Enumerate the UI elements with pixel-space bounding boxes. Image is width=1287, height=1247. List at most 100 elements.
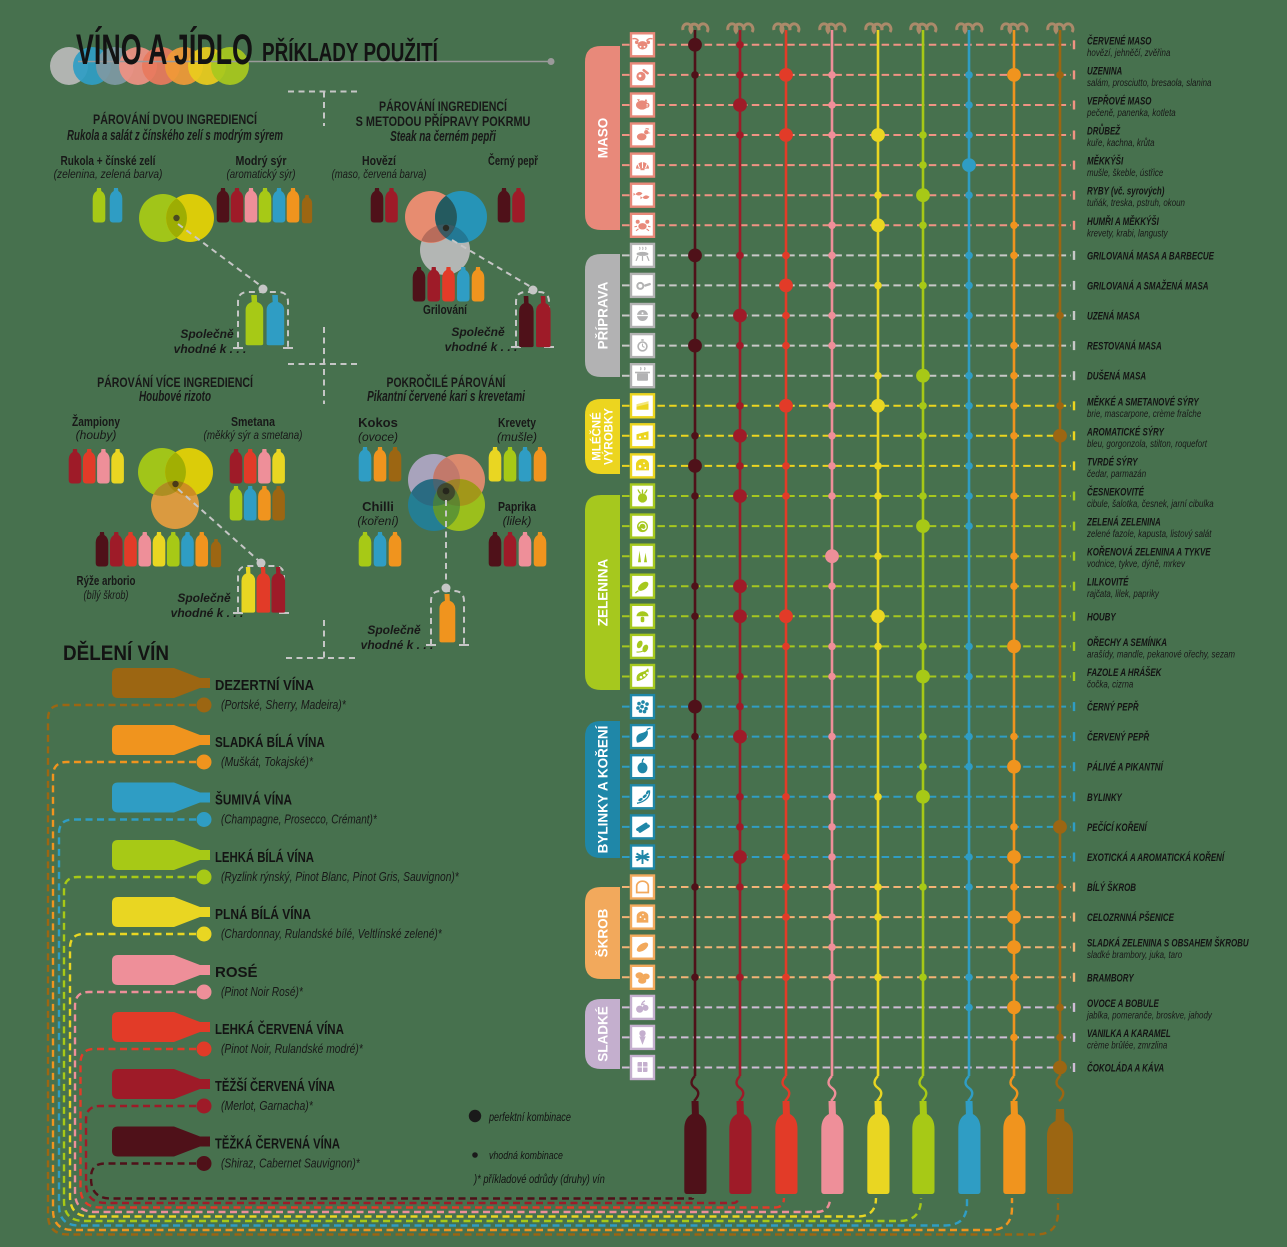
svg-text:Žampiony: Žampiony xyxy=(72,415,120,429)
svg-text:MASO: MASO xyxy=(596,118,611,159)
svg-text:PEČÍCÍ KOŘENÍ: PEČÍCÍ KOŘENÍ xyxy=(1087,821,1148,833)
svg-text:(Merlot, Garnacha)*: (Merlot, Garnacha)* xyxy=(221,1100,313,1113)
svg-text:POKROČILÉ PÁROVÁNÍ: POKROČILÉ PÁROVÁNÍ xyxy=(387,373,506,390)
svg-text:ZELENÁ ZELENINA: ZELENÁ ZELENINA xyxy=(1086,517,1161,528)
svg-text:ČERVENÉ MASO: ČERVENÉ MASO xyxy=(1087,34,1152,46)
svg-text:TVRDÉ SÝRY: TVRDÉ SÝRY xyxy=(1087,456,1138,467)
svg-text:ČERVENÝ PEPŘ: ČERVENÝ PEPŘ xyxy=(1087,730,1149,742)
svg-text:BYLINKY: BYLINKY xyxy=(1087,792,1123,803)
svg-text:KOŘENOVÁ ZELENINA A TYKVE: KOŘENOVÁ ZELENINA A TYKVE xyxy=(1087,545,1211,557)
svg-text:vhodné k . . .: vhodné k . . . xyxy=(361,638,434,652)
svg-text:SLADKÉ: SLADKÉ xyxy=(596,1006,611,1062)
svg-text:arašídy, mandle, pekanové ořec: arašídy, mandle, pekanové ořechy, sezam xyxy=(1087,648,1235,659)
svg-text:Společně: Společně xyxy=(451,325,505,339)
svg-text:ZELENINA: ZELENINA xyxy=(596,558,611,626)
svg-text:MĚKKÉ A SMETANOVÉ SÝRY: MĚKKÉ A SMETANOVÉ SÝRY xyxy=(1087,395,1199,407)
svg-text:Hovězí: Hovězí xyxy=(362,153,397,168)
svg-text:LEHKÁ ČERVENÁ VÍNA: LEHKÁ ČERVENÁ VÍNA xyxy=(215,1021,344,1038)
svg-text:Rýže arborio: Rýže arborio xyxy=(77,575,136,589)
svg-text:zelené fazole, kapusta, listov: zelené fazole, kapusta, listový salát xyxy=(1086,528,1212,539)
svg-text:(Ryzlink rýnský, Pinot Blanc,: (Ryzlink rýnský, Pinot Blanc, Pinot Gris… xyxy=(221,871,459,884)
svg-text:BÍLÝ ŠKROB: BÍLÝ ŠKROB xyxy=(1087,881,1136,893)
svg-text:BYLINKY A KOŘENÍ: BYLINKY A KOŘENÍ xyxy=(596,724,611,853)
svg-text:Smetana: Smetana xyxy=(231,414,275,429)
svg-text:jablka, pomeranče, broskve, ja: jablka, pomeranče, broskve, jahody xyxy=(1085,1009,1213,1020)
svg-text:SLADKÁ BÍLÁ VÍNA: SLADKÁ BÍLÁ VÍNA xyxy=(215,734,325,751)
svg-text:(koření): (koření) xyxy=(357,514,398,528)
svg-text:VANILKA A KARAMEL: VANILKA A KARAMEL xyxy=(1087,1028,1171,1039)
svg-text:ROSÉ: ROSÉ xyxy=(215,964,258,981)
svg-text:VÍNO A JÍDLO: VÍNO A JÍDLO xyxy=(76,26,253,74)
svg-text:vodnice, tykve, dýně, mrkev: vodnice, tykve, dýně, mrkev xyxy=(1087,558,1185,569)
svg-text:(maso, červená barva): (maso, červená barva) xyxy=(332,168,427,181)
svg-text:(mušle): (mušle) xyxy=(497,430,537,444)
svg-text:ČERNÝ PEPŘ: ČERNÝ PEPŘ xyxy=(1087,700,1139,712)
svg-text:MĚKKÝŠI: MĚKKÝŠI xyxy=(1087,154,1124,166)
svg-text:Černý pepř: Černý pepř xyxy=(488,154,538,169)
svg-text:brie, mascarpone, crème fraîch: brie, mascarpone, crème fraîche xyxy=(1087,408,1201,419)
svg-text:Společně: Společně xyxy=(180,327,234,341)
svg-text:PÁROVÁNÍ DVOU INGREDIENCÍ: PÁROVÁNÍ DVOU INGREDIENCÍ xyxy=(93,111,257,128)
svg-text:ČESNEKOVITÉ: ČESNEKOVITÉ xyxy=(1087,485,1145,497)
svg-text:UZENINA: UZENINA xyxy=(1087,65,1123,76)
svg-text:(Portské, Sherry, Madeira)*: (Portské, Sherry, Madeira)* xyxy=(221,699,346,712)
svg-text:HUMŘI A MĚKKÝŠI: HUMŘI A MĚKKÝŠI xyxy=(1087,215,1159,227)
svg-text:salám, prosciutto, bresaola, s: salám, prosciutto, bresaola, slanina xyxy=(1087,77,1211,88)
svg-text:vhodné k . . .: vhodné k . . . xyxy=(445,340,518,354)
svg-text:(Chardonnay, Rulandské bílé, V: (Chardonnay, Rulandské bílé, Veltlínské … xyxy=(221,928,442,941)
svg-text:tuňák, treska, pstruh, okoun: tuňák, treska, pstruh, okoun xyxy=(1087,197,1185,208)
svg-text:TĚŽKÁ ČERVENÁ VÍNA: TĚŽKÁ ČERVENÁ VÍNA xyxy=(215,1135,340,1152)
svg-text:Paprika: Paprika xyxy=(498,499,536,514)
svg-text:GRILOVANÁ MASA A BARBECUE: GRILOVANÁ MASA A BARBECUE xyxy=(1087,250,1215,261)
svg-text:Rukola a salát z čínského zelí: Rukola a salát z čínského zelí s modrým … xyxy=(67,127,283,143)
svg-text:(Champagne, Prosecco, Crémant): (Champagne, Prosecco, Crémant)* xyxy=(221,814,377,827)
svg-text:FAZOLE A HRÁŠEK: FAZOLE A HRÁŠEK xyxy=(1087,666,1162,678)
svg-text:(Shiraz, Cabernet Sauvignon)*: (Shiraz, Cabernet Sauvignon)* xyxy=(221,1158,360,1171)
svg-text:UZENÁ MASA: UZENÁ MASA xyxy=(1087,310,1140,321)
svg-text:BRAMBORY: BRAMBORY xyxy=(1087,972,1134,983)
svg-text:HOUBY: HOUBY xyxy=(1087,611,1116,622)
svg-text:EXOTICKÁ A AROMATICKÁ KOŘENÍ: EXOTICKÁ A AROMATICKÁ KOŘENÍ xyxy=(1087,851,1225,863)
svg-text:)* příkladové odrůdy (druhy) v: )* příkladové odrůdy (druhy) vín xyxy=(472,1173,605,1186)
svg-text:DEZERTNÍ VÍNA: DEZERTNÍ VÍNA xyxy=(215,676,314,693)
svg-text:(bílý škrob): (bílý škrob) xyxy=(84,589,129,603)
svg-text:rajčata, lilek, papriky: rajčata, lilek, papriky xyxy=(1087,588,1160,599)
svg-text:OVOCE A BOBULE: OVOCE A BOBULE xyxy=(1087,998,1159,1009)
svg-text:Pikantní červené kari s krevet: Pikantní červené kari s krevetami xyxy=(367,388,525,404)
svg-text:(aromatický sýr): (aromatický sýr) xyxy=(227,168,296,181)
svg-text:DUŠENÁ MASA: DUŠENÁ MASA xyxy=(1087,369,1146,381)
svg-text:Steak na černém pepři: Steak na černém pepři xyxy=(390,128,496,144)
svg-text:hovězí, jehněčí, zvěřina: hovězí, jehněčí, zvěřina xyxy=(1087,47,1170,58)
svg-text:ŠUMIVÁ VÍNA: ŠUMIVÁ VÍNA xyxy=(215,791,292,808)
svg-text:(zelenina, zelená barva): (zelenina, zelená barva) xyxy=(54,168,163,181)
svg-text:PŘÍKLADY POUŽITÍ: PŘÍKLADY POUŽITÍ xyxy=(262,37,439,67)
svg-text:CELOZRNNÁ PŠENICE: CELOZRNNÁ PŠENICE xyxy=(1087,911,1175,923)
svg-text:cibule, šalotka, česnek, jarní: cibule, šalotka, česnek, jarní cibulka xyxy=(1087,498,1214,509)
svg-text:PÁLIVÉ A PIKANTNÍ: PÁLIVÉ A PIKANTNÍ xyxy=(1087,762,1164,773)
svg-text:bleu, gorgonzola, stilton, roq: bleu, gorgonzola, stilton, roquefort xyxy=(1087,438,1207,449)
svg-text:TĚŽŠÍ ČERVENÁ VÍNA: TĚŽŠÍ ČERVENÁ VÍNA xyxy=(215,1077,335,1094)
svg-text:Chilli: Chilli xyxy=(362,499,394,514)
svg-text:vhodné k . . .: vhodné k . . . xyxy=(174,342,247,356)
svg-text:Krevety: Krevety xyxy=(498,416,536,430)
svg-text:PLNÁ BÍLÁ VÍNA: PLNÁ BÍLÁ VÍNA xyxy=(215,906,311,923)
svg-text:(lilek): (lilek) xyxy=(503,514,532,528)
svg-text:Modrý sýr: Modrý sýr xyxy=(236,153,287,168)
svg-text:(houby): (houby) xyxy=(76,428,117,442)
svg-text:sladké brambory, juka, taro: sladké brambory, juka, taro xyxy=(1087,949,1182,960)
svg-text:RYBY (vč. syrových): RYBY (vč. syrových) xyxy=(1087,186,1164,197)
svg-text:VÝROBKY: VÝROBKY xyxy=(603,408,616,465)
svg-text:AROMATICKÉ SÝRY: AROMATICKÉ SÝRY xyxy=(1086,426,1164,437)
svg-text:ŠKROB: ŠKROB xyxy=(596,908,611,957)
svg-text:vhodné k . . .: vhodné k . . . xyxy=(171,606,244,620)
svg-text:krevety, krabi, langusty: krevety, krabi, langusty xyxy=(1087,227,1169,238)
svg-text:Grilování: Grilování xyxy=(423,303,468,317)
svg-text:Houbové rizoto: Houbové rizoto xyxy=(139,388,211,404)
svg-text:PÁROVÁNÍ VÍCE INGREDIENCÍ: PÁROVÁNÍ VÍCE INGREDIENCÍ xyxy=(97,373,253,390)
svg-text:(Pinot Noir, Rulandské modré)*: (Pinot Noir, Rulandské modré)* xyxy=(221,1043,363,1056)
svg-text:(Muškát, Tokajské)*: (Muškát, Tokajské)* xyxy=(221,756,313,769)
svg-text:mušle, škeble, ústřice: mušle, škeble, ústřice xyxy=(1087,167,1163,178)
svg-text:(ovoce): (ovoce) xyxy=(358,430,398,444)
svg-text:VEPŘOVÉ MASO: VEPŘOVÉ MASO xyxy=(1087,94,1152,106)
svg-text:Rukola + čínské zelí: Rukola + čínské zelí xyxy=(61,154,157,169)
